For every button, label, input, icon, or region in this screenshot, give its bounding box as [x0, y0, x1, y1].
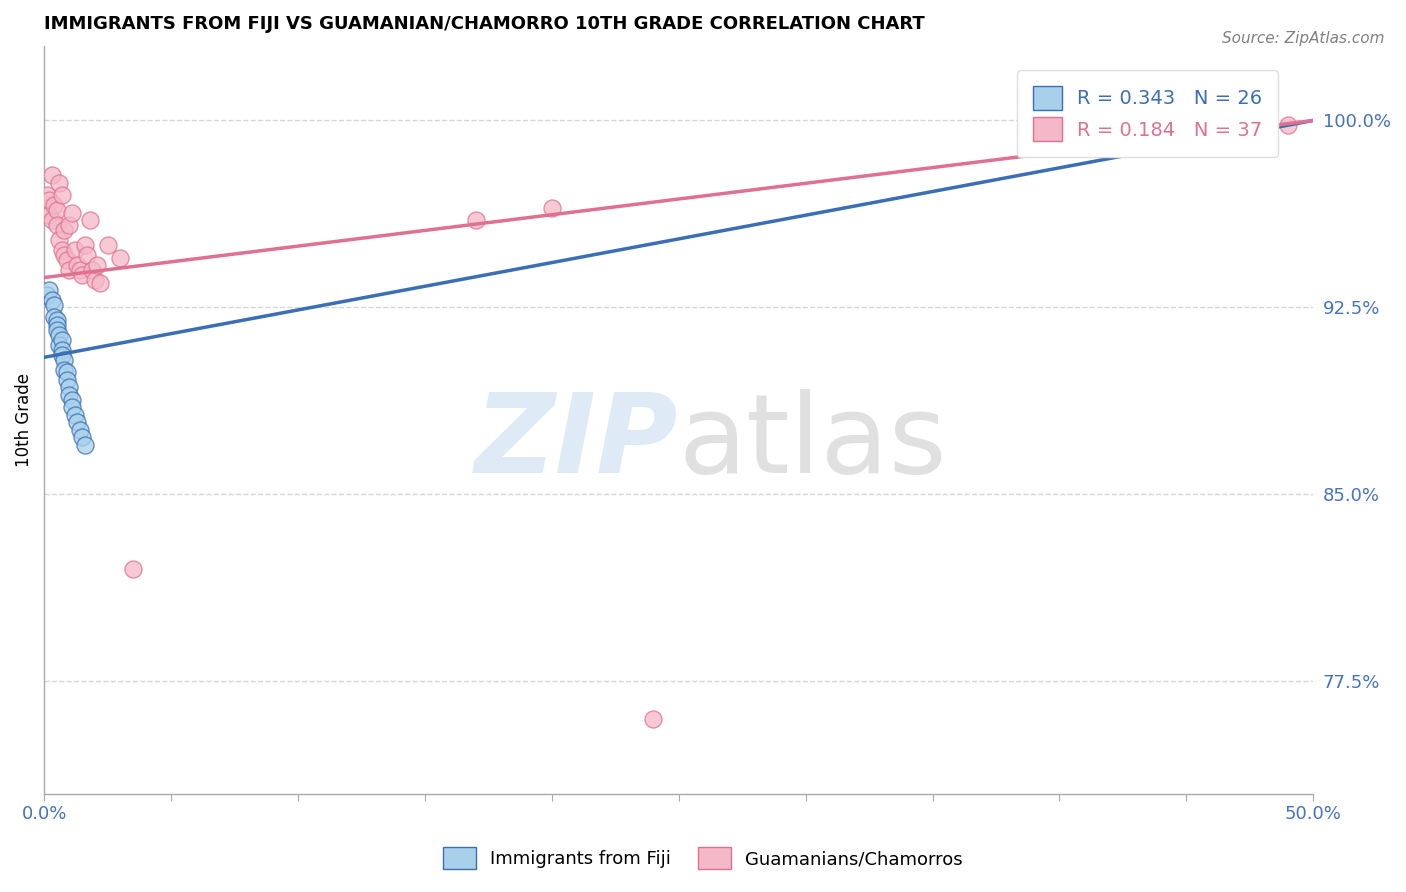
Point	[69, 423, 91, 437]
Point	[41, 213, 63, 227]
Point	[41, 169, 63, 183]
Point	[51, 348, 73, 362]
Point	[58, 388, 80, 402]
Point	[53, 223, 76, 237]
Text: Source: ZipAtlas.com: Source: ZipAtlas.com	[1222, 31, 1385, 46]
Point	[35, 188, 58, 202]
Point	[48, 338, 70, 352]
Point	[66, 415, 89, 429]
Point	[45, 318, 67, 332]
Point	[56, 253, 79, 268]
Text: atlas: atlas	[679, 389, 948, 496]
Point	[89, 276, 111, 290]
Point	[63, 243, 86, 257]
Point	[97, 238, 120, 252]
Point	[73, 437, 96, 451]
Point	[35, 201, 58, 215]
Point	[38, 194, 60, 208]
Point	[38, 208, 60, 222]
Point	[66, 258, 89, 272]
Point	[51, 333, 73, 347]
Point	[44, 298, 66, 312]
Point	[86, 258, 108, 272]
Point	[44, 198, 66, 212]
Point	[540, 201, 562, 215]
Point	[45, 323, 67, 337]
Point	[56, 373, 79, 387]
Point	[51, 188, 73, 202]
Point	[35, 288, 58, 302]
Point	[45, 313, 67, 327]
Point	[83, 273, 105, 287]
Point	[60, 392, 83, 407]
Point	[122, 562, 145, 576]
Point	[56, 365, 79, 379]
Point	[48, 233, 70, 247]
Point	[58, 263, 80, 277]
Point	[48, 327, 70, 342]
Point	[58, 380, 80, 394]
Text: IMMIGRANTS FROM FIJI VS GUAMANIAN/CHAMORRO 10TH GRADE CORRELATION CHART: IMMIGRANTS FROM FIJI VS GUAMANIAN/CHAMOR…	[44, 15, 925, 33]
Y-axis label: 10th Grade: 10th Grade	[15, 373, 32, 467]
Point	[110, 251, 132, 265]
Point	[38, 283, 60, 297]
Point	[70, 430, 93, 444]
Legend: Immigrants from Fiji, Guamanians/Chamorros: Immigrants from Fiji, Guamanians/Chamorr…	[434, 838, 972, 879]
Point	[82, 263, 104, 277]
Point	[58, 218, 80, 232]
Point	[48, 176, 70, 190]
Point	[45, 203, 67, 218]
Point	[60, 401, 83, 415]
Point	[44, 310, 66, 325]
Point	[60, 205, 83, 219]
Point	[70, 268, 93, 282]
Legend: R = 0.343   N = 26, R = 0.184   N = 37: R = 0.343 N = 26, R = 0.184 N = 37	[1017, 70, 1278, 157]
Point	[63, 408, 86, 422]
Point	[45, 218, 67, 232]
Point	[51, 343, 73, 357]
Point	[53, 248, 76, 262]
Point	[53, 352, 76, 367]
Point	[464, 213, 486, 227]
Text: ZIP: ZIP	[475, 389, 679, 496]
Point	[51, 243, 73, 257]
Point	[643, 712, 665, 726]
Point	[79, 213, 101, 227]
Point	[73, 238, 96, 252]
Point	[53, 363, 76, 377]
Point	[69, 263, 91, 277]
Point	[1277, 119, 1299, 133]
Point	[76, 248, 98, 262]
Point	[41, 293, 63, 307]
